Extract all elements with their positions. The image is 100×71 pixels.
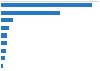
Bar bbox=[1, 41, 7, 45]
Bar bbox=[1, 26, 9, 30]
Bar bbox=[1, 11, 60, 15]
Bar bbox=[1, 64, 3, 68]
Bar bbox=[1, 33, 7, 38]
Bar bbox=[1, 18, 13, 22]
Bar bbox=[1, 49, 6, 53]
Bar bbox=[1, 56, 5, 60]
Bar bbox=[1, 3, 92, 7]
